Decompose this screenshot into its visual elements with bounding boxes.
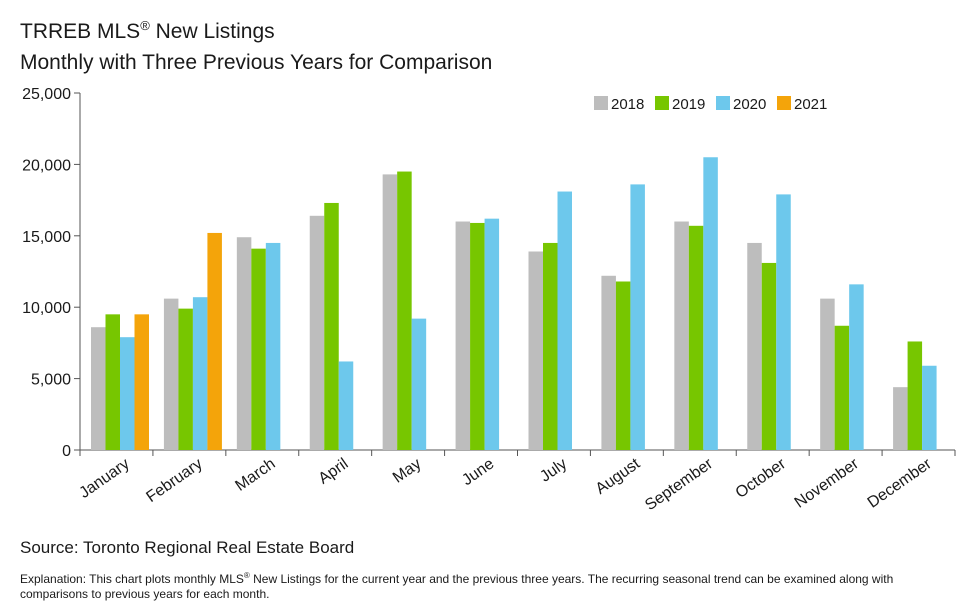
- y-tick-label: 10,000: [22, 300, 71, 317]
- y-tick-label: 20,000: [22, 157, 71, 174]
- x-tick-label: June: [459, 455, 497, 489]
- x-tick-label: April: [316, 455, 352, 487]
- bar-2018-december: [893, 387, 908, 450]
- bar-2019-november: [834, 325, 850, 450]
- bar-2018-november: [820, 298, 835, 450]
- chart-subtitle: Monthly with Three Previous Years for Co…: [20, 51, 493, 74]
- bar-2018-february: [163, 298, 179, 450]
- bar-2020-july: [557, 191, 572, 451]
- bar-2019-september: [688, 225, 704, 450]
- bar-2019-july: [543, 242, 558, 450]
- legend-swatch-2020: [716, 96, 730, 110]
- bar-2018-july: [528, 251, 543, 450]
- chart-title-suffix: New Listings: [149, 20, 275, 43]
- bar-2020-december: [922, 365, 937, 450]
- bar-2020-august: [630, 184, 645, 450]
- bar-2021-january: [134, 314, 149, 450]
- x-tick-label: August: [593, 455, 644, 498]
- bar-chart: 0 5,000 10,000 15,000 20,000 25,000 January Feb…: [22, 86, 956, 514]
- legend-swatch-2019: [655, 96, 669, 110]
- bar-2019-may: [397, 171, 412, 451]
- chart-title: TRREB MLS® New Listings: [20, 10, 492, 47]
- x-tick-label: October: [733, 455, 790, 502]
- bar-2018-april: [309, 215, 325, 450]
- x-tick-label: July: [537, 455, 570, 485]
- x-tick-label: March: [232, 455, 278, 494]
- registered-mark: ®: [140, 18, 150, 33]
- bar-2020-may: [411, 318, 427, 450]
- x-tick-label: February: [143, 455, 205, 506]
- chart-title-block: TRREB MLS® New Listings Monthly with Thr…: [20, 10, 492, 78]
- bar-2020-october: [776, 194, 791, 450]
- bar-2019-january: [105, 314, 120, 450]
- x-tick-label: January: [76, 455, 132, 502]
- explanation-note: Explanation: This chart plots monthly ML…: [20, 568, 950, 602]
- bar-2018-january: [91, 327, 106, 450]
- y-tick-label: 25,000: [22, 86, 71, 103]
- bar-2020-january: [120, 337, 135, 450]
- bar-2019-december: [907, 341, 923, 450]
- explanation-prefix: Explanation: This chart plots monthly ML…: [20, 572, 244, 586]
- x-tick-label: May: [390, 455, 425, 486]
- bar-2019-april: [324, 202, 339, 450]
- legend-label-2019: 2019: [672, 96, 705, 113]
- y-tick-label: 0: [62, 443, 71, 460]
- x-tick-label: November: [792, 455, 863, 512]
- legend-label-2020: 2020: [733, 96, 766, 113]
- bar-2018-september: [674, 221, 689, 450]
- bar-2020-september: [703, 157, 718, 450]
- legend-swatch-2021: [777, 96, 791, 110]
- bar-2018-may: [382, 174, 398, 450]
- bar-2020-june: [484, 218, 500, 450]
- bar-2018-june: [455, 221, 471, 450]
- bar-2018-october: [747, 242, 762, 450]
- bar-2019-march: [251, 248, 266, 450]
- y-tick-label: 15,000: [22, 229, 71, 246]
- legend-label-2021: 2021: [794, 96, 827, 113]
- y-tick-label: 5,000: [31, 372, 71, 389]
- chart-title-text: TRREB MLS: [20, 20, 141, 43]
- x-tick-label: September: [642, 455, 716, 514]
- bar-2021-february: [207, 232, 222, 450]
- x-tick-label: December: [865, 455, 936, 512]
- bar-2019-february: [178, 308, 193, 450]
- bar-2019-october: [761, 262, 777, 450]
- legend-label-2018: 2018: [611, 96, 644, 113]
- bar-2019-june: [470, 222, 485, 450]
- source-note: Source: Toronto Regional Real Estate Boa…: [20, 538, 355, 557]
- bar-2018-march: [236, 237, 252, 450]
- explanation-registered-mark: ®: [243, 571, 250, 580]
- bar-2018-august: [601, 275, 616, 450]
- bar-2020-april: [338, 361, 354, 450]
- legend-swatch-2018: [594, 96, 608, 110]
- explanation-suffix: New Listings for the current year and th…: [20, 572, 894, 601]
- bar-2020-march: [265, 242, 281, 450]
- bar-2020-november: [849, 284, 864, 450]
- bar-2020-february: [192, 297, 208, 450]
- bar-2019-august: [615, 281, 631, 450]
